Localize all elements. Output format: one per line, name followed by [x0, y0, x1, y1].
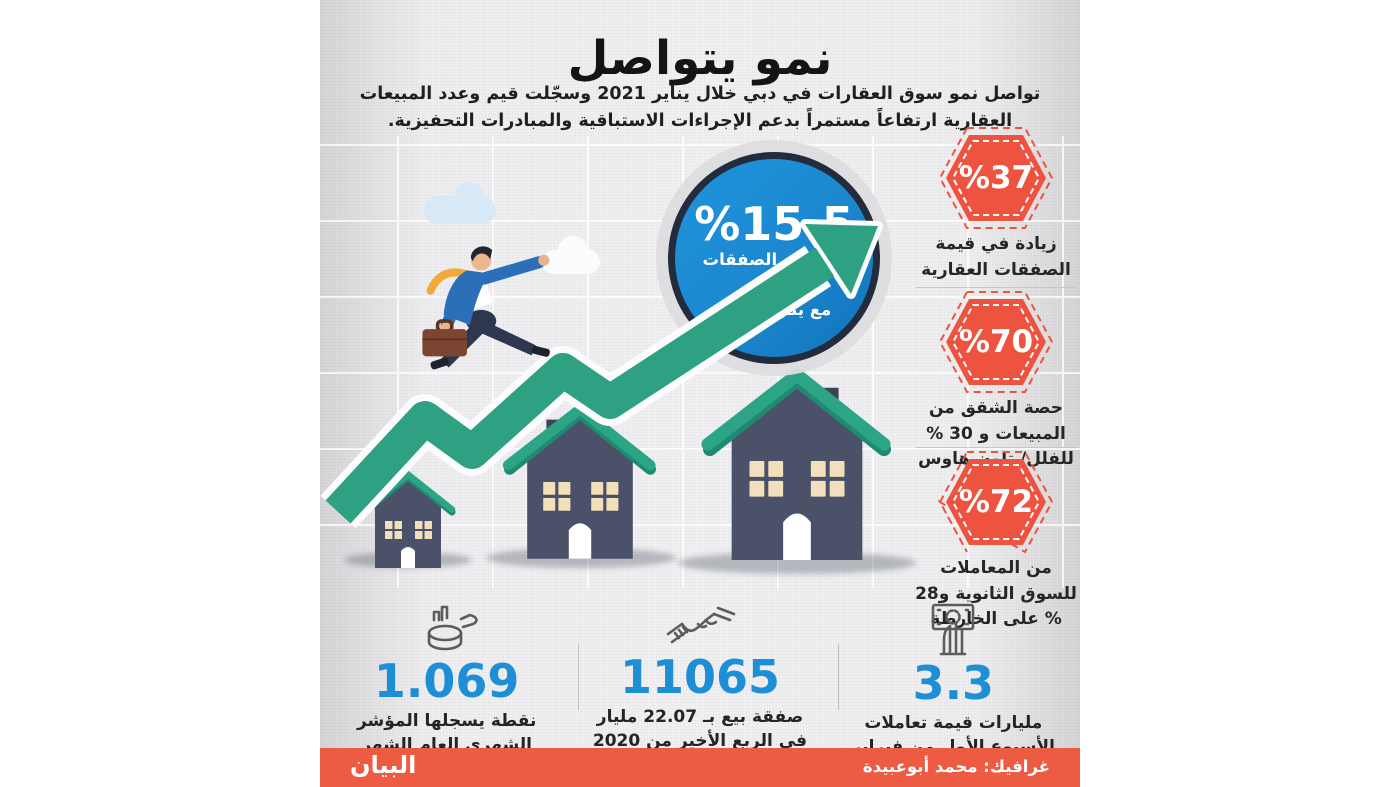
stat-value: 3.3	[912, 656, 995, 710]
badge-deal-value: %37 زيادة في قيمة الصفقات العقارية	[912, 126, 1080, 283]
stat-value: 1.069	[373, 654, 520, 708]
infographic-band: نمو يتواصل تواصل نمو سوق العقارات في دبي…	[320, 0, 1080, 787]
badge-secondary-market: %72 من المعاملات للسوق الثانوية و28 % عل…	[912, 450, 1080, 633]
credit-text: غرافيك: محمد أبوعبيدة	[862, 757, 1050, 776]
cloud-icon	[542, 236, 600, 274]
cash-hand-icon	[924, 600, 982, 658]
albayan-logo: البيان	[350, 751, 417, 779]
businessman-icon	[422, 246, 550, 370]
badge-value: %70	[958, 324, 1034, 360]
cloud-icon	[424, 182, 496, 224]
footer-bar: البيان غرافيك: محمد أبوعبيدة	[320, 748, 1080, 787]
badge-apartment-share: %70 حصة الشقق من المبيعات و 30 % للفلل/ …	[912, 290, 1080, 473]
growth-arrow-icon	[320, 219, 883, 529]
badge-value: %72	[958, 484, 1034, 520]
badge-label: زيادة في قيمة الصفقات العقارية	[921, 234, 1071, 280]
stats-row: 1.069 نقطة يسجلها المؤشر الشهري العام ال…	[320, 592, 1080, 782]
divider	[578, 644, 579, 710]
stat-label: صفقة بيع بـ 22.07 مليار في الربع الأخير …	[592, 706, 808, 752]
divider	[838, 644, 839, 710]
page-subtitle: تواصل نمو سوق العقارات في دبي خلال يناير…	[359, 83, 1041, 131]
pie-chart-icon	[416, 600, 478, 656]
stat-sales-deals: 11065 صفقة بيع بـ 22.07 مليار في الربع ا…	[573, 592, 826, 751]
divider	[916, 287, 1076, 288]
badge-value: %37	[958, 160, 1034, 196]
hexagon-badge-icon: %37	[938, 126, 1054, 230]
house-large-icon	[701, 366, 892, 561]
hexagon-badge-icon: %70	[938, 290, 1054, 394]
stat-monthly-index: 1.069 نقطة يسجلها المؤشر الشهري العام ال…	[320, 592, 573, 780]
badge-label: من المعاملات للسوق الثانوية و28 % على ال…	[915, 558, 1077, 629]
handshake-icon	[664, 600, 736, 652]
divider	[916, 447, 1076, 448]
hexagon-badge-icon: %72	[937, 450, 1054, 554]
stat-weekly-transactions: 3.3 مليارات قيمة تعاملات الأسبوع الأول م…	[827, 592, 1080, 782]
page-title: نمو يتواصل	[567, 31, 834, 87]
stat-value: 11065	[619, 650, 781, 704]
